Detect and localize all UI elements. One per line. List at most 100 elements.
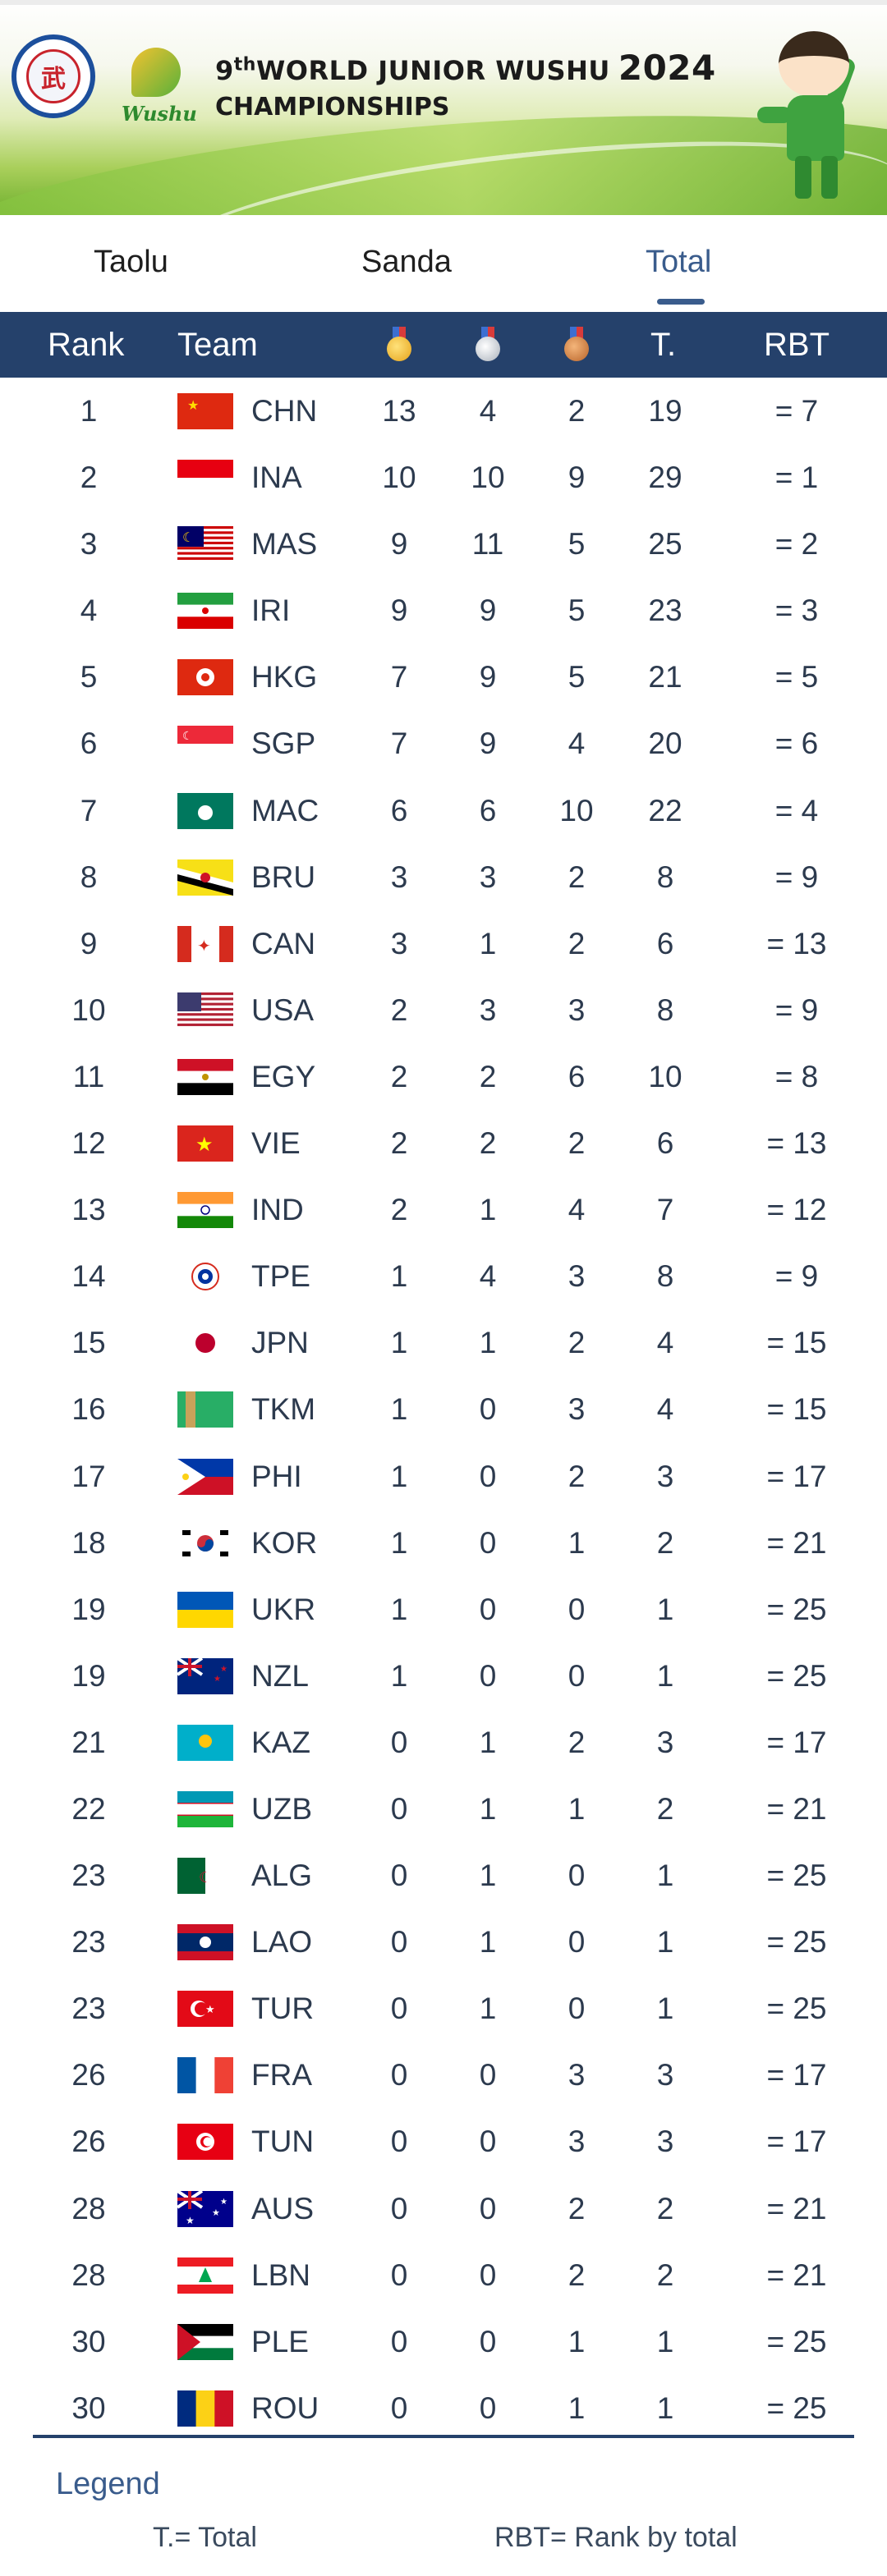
row-rbt: = 25: [766, 2390, 827, 2425]
table-row: 2 INA 10 10 9 29 = 1: [0, 444, 887, 511]
row-team-code: NZL: [251, 1658, 309, 1693]
event-title: 9thWORLD JUNIOR WUSHU 2024 CHAMPIONSHIPS: [215, 48, 716, 121]
row-rbt: = 25: [766, 1592, 827, 1626]
row-rank: 30: [71, 2324, 106, 2358]
country-flag-icon: ★ ★: [177, 1657, 233, 1694]
table-header: Rank Team T. RBT: [0, 312, 887, 378]
row-total: 1: [656, 1925, 674, 1960]
row-rbt: = 17: [766, 1725, 827, 1759]
row-rank: 26: [71, 2125, 106, 2159]
row-rank: 16: [71, 1392, 106, 1427]
title-ordinal: 9: [215, 55, 234, 86]
row-rbt: = 21: [766, 2257, 827, 2292]
row-team-code: MAS: [251, 527, 318, 561]
country-flag-icon: [177, 2257, 233, 2294]
country-flag-icon: [177, 1192, 233, 1229]
row-rbt: = 21: [766, 1525, 827, 1560]
row-silver: 0: [479, 1459, 497, 1493]
table-row: 8 BRU 3 3 2 8 = 9: [0, 844, 887, 910]
table-row: 10 USA 2 3 3 8 = 9: [0, 977, 887, 1043]
row-bronze: 3: [568, 992, 586, 1027]
row-silver: 0: [479, 1592, 497, 1626]
row-total: 2: [656, 2191, 674, 2225]
row-gold: 0: [390, 2058, 408, 2092]
table-row: 19 ★ ★ NZL 1 0 0 1 = 25: [0, 1643, 887, 1709]
row-gold: 0: [390, 2257, 408, 2292]
country-flag-icon: [177, 2057, 233, 2094]
row-rank: 3: [80, 527, 98, 561]
row-total: 1: [656, 1658, 674, 1693]
row-rank: 11: [72, 1059, 105, 1093]
row-bronze: 3: [568, 2058, 586, 2092]
country-flag-icon: [177, 659, 233, 696]
row-total: 1: [656, 2390, 674, 2425]
row-bronze: 2: [568, 2191, 586, 2225]
row-rbt: = 9: [774, 859, 819, 894]
row-rank: 15: [71, 1326, 106, 1360]
svg-text:★: ★: [220, 1665, 227, 1674]
row-team-code: BRU: [251, 859, 316, 894]
table-row: 16 TKM 1 0 3 4 = 15: [0, 1376, 887, 1442]
row-rank: 9: [80, 926, 98, 960]
row-total: 19: [648, 394, 682, 428]
svg-text:★: ★: [187, 399, 199, 413]
row-rank: 17: [71, 1459, 106, 1493]
row-rbt: = 2: [774, 527, 819, 561]
row-rank: 12: [71, 1126, 106, 1161]
row-team-code: KOR: [251, 1525, 318, 1560]
wushu-logo: Wushu: [115, 31, 197, 130]
row-total: 2: [656, 1525, 674, 1560]
row-rbt: = 21: [766, 2191, 827, 2225]
row-rbt: = 25: [766, 1992, 827, 2026]
country-flag-icon: [177, 992, 233, 1029]
row-total: 3: [656, 1459, 674, 1493]
tab-taolu[interactable]: Taolu: [94, 245, 168, 279]
row-total: 22: [648, 793, 682, 827]
row-gold: 1: [390, 1392, 408, 1427]
row-silver: 0: [479, 1525, 497, 1560]
wushu-logo-figure: [131, 48, 181, 97]
row-rank: 21: [71, 1725, 106, 1759]
row-bronze: 2: [568, 394, 586, 428]
row-silver: 3: [479, 859, 497, 894]
row-bronze: 2: [568, 2257, 586, 2292]
row-bronze: 10: [559, 793, 594, 827]
row-team-code: CAN: [251, 926, 316, 960]
row-team-code: SGP: [251, 727, 316, 761]
row-team-code: MAC: [251, 793, 319, 827]
row-team-code: PLE: [251, 2324, 309, 2358]
mascot-image: [754, 25, 877, 205]
table-row: 26 TUN 0 0 3 3 = 17: [0, 2108, 887, 2175]
tab-sanda[interactable]: Sanda: [361, 245, 452, 279]
row-bronze: 0: [568, 1925, 586, 1960]
table-row: 28 ★ ★ ★ AUS 0 0 2 2 = 21: [0, 2175, 887, 2242]
row-silver: 6: [479, 793, 497, 827]
row-total: 23: [648, 594, 682, 628]
country-flag-icon: [177, 2124, 233, 2161]
row-team-code: JPN: [251, 1326, 309, 1360]
country-flag-icon: ☾: [177, 1858, 233, 1895]
svg-text:☾: ☾: [199, 1869, 212, 1886]
row-team-code: CHN: [251, 394, 318, 428]
table-row: 30 PLE 0 0 1 1 = 25: [0, 2308, 887, 2375]
row-total: 4: [656, 1392, 674, 1427]
row-rbt: = 13: [766, 926, 827, 960]
active-tab-indicator: [657, 299, 705, 305]
row-rbt: = 12: [766, 1193, 827, 1227]
title-main: WORLD JUNIOR WUSHU: [255, 55, 610, 86]
row-rank: 13: [71, 1193, 106, 1227]
tab-total[interactable]: Total: [646, 245, 712, 279]
row-bronze: 5: [568, 594, 586, 628]
row-silver: 0: [479, 2191, 497, 2225]
row-bronze: 1: [568, 2390, 586, 2425]
row-total: 6: [656, 926, 674, 960]
row-gold: 0: [390, 1859, 408, 1893]
legend-title: Legend: [56, 2467, 160, 2501]
row-rank: 7: [80, 793, 98, 827]
row-total: 1: [656, 1592, 674, 1626]
table-row: 18 KOR 1 0 1 2 = 21: [0, 1510, 887, 1576]
row-rbt: = 7: [774, 394, 819, 428]
row-rbt: = 5: [774, 660, 819, 694]
row-rbt: = 3: [774, 594, 819, 628]
row-team-code: TPE: [251, 1259, 310, 1294]
